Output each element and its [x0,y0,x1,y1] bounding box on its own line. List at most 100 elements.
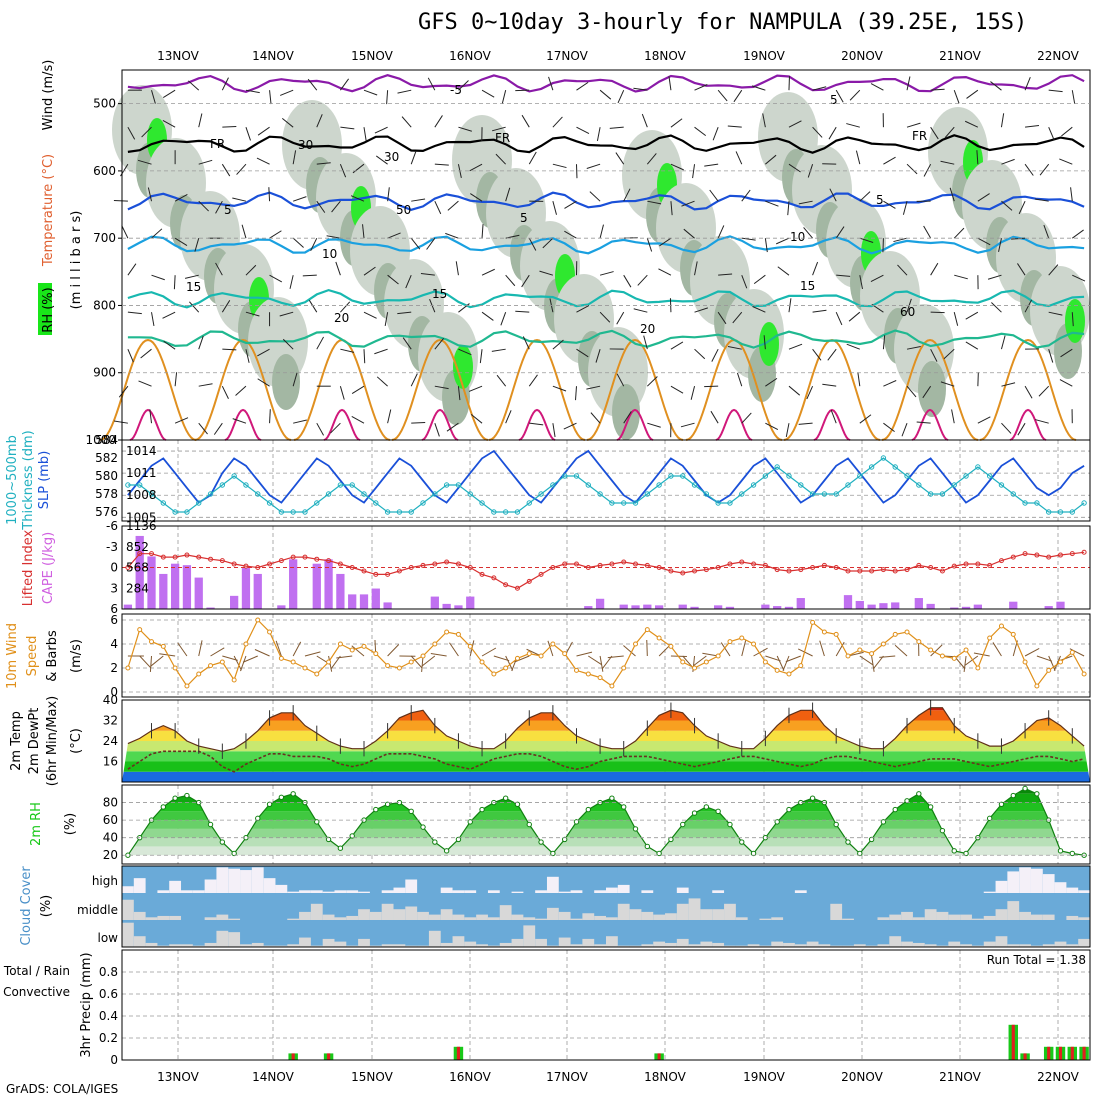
cloud-low-bar [216,930,229,947]
wind-barb [596,127,601,142]
wind-barb [803,227,813,239]
rh-marker [916,791,922,797]
cloud-middle-bar [440,909,453,920]
cloud-middle-bar [995,909,1008,920]
wind-speed-marker [998,623,1004,629]
surface-wind-barb [720,642,731,657]
cloud-low-bar [688,944,701,947]
li-marker [420,562,426,568]
wind-barb [949,187,955,202]
wind-barb [901,423,908,437]
cape-tick: 568 [126,561,149,575]
cloud-middle-bar [499,905,512,920]
cape-bar [1056,601,1065,609]
cloud-low-bar [901,941,913,947]
cloud-middle-bar [912,917,925,920]
credit-text: GrADS: COLA/IGES [6,1082,119,1096]
cloud-low-bar [487,945,500,947]
cloud-middle-bar [228,918,241,920]
wind-tick: 4 [110,637,118,651]
wind-barb [481,89,495,98]
contour-label: 15 [800,279,815,293]
slp-tick: 1011 [126,466,157,480]
surface-wind-barb [177,642,188,657]
cloud-low-bar [617,945,630,947]
surface-wind-barb [421,655,436,667]
slp-axis-label: SLP (mb) [37,451,52,510]
li-marker [290,554,296,560]
wind-barb [883,200,896,209]
cloud-high-bar [228,868,241,893]
li-marker [208,556,214,562]
cloud-low-bar [169,944,182,947]
wind-barb [704,163,719,167]
wind-barb [788,120,802,128]
wind-barb [198,200,209,212]
li-marker [727,561,733,567]
cloud-middle-bar [216,914,229,920]
wind-barb [198,335,204,350]
slp-tick: 1005 [126,510,157,524]
contour-label: -5 [450,83,462,97]
thickness-marker [148,491,155,497]
wind-barb [127,311,142,315]
cape-bar [773,606,782,609]
rh-frame [121,784,1091,865]
wind-barb [633,308,648,313]
cloud-low-bar [794,944,807,947]
contour-label: 15 [432,287,447,301]
li-marker [951,563,957,569]
rh-marker [219,839,226,845]
wind-barb [694,84,708,91]
wind-barb [401,116,412,128]
rh-marker [986,815,993,822]
wind-barb [521,274,530,288]
wind-barb [683,228,695,239]
rh-marker [951,848,957,854]
thickness-marker [231,473,237,479]
wind-barb [362,224,365,239]
li-marker [810,565,816,570]
date-label-top: 15NOV [351,49,393,63]
wind-barb [893,237,908,243]
temp-band [122,741,1090,752]
li-marker [444,559,450,565]
li-marker [562,561,568,567]
rh-marker [561,836,568,843]
wind-speed-marker [255,617,261,623]
li-marker [243,563,249,569]
wind-barb [599,89,612,100]
date-label-top: 18NOV [644,49,686,63]
rh-marker [868,836,875,843]
thickness-marker [325,491,332,497]
rh-marker [774,819,780,825]
cloud-low-bar [476,944,488,947]
surface-wind-barb [292,641,302,657]
li-marker [668,568,674,574]
wind-barb [647,200,662,205]
rh-marker [904,798,910,804]
thickness-marker [538,491,544,497]
thickness-marker [963,473,969,479]
wind-barb [552,423,556,438]
thickness-marker [502,509,509,515]
wind-barb [1071,312,1074,327]
wind-speed-label: Speed [25,636,40,677]
wind-barb [351,385,365,395]
wind-barb [798,422,813,425]
cape-bar [867,604,876,609]
li-marker [361,568,367,574]
rh-marker [349,833,355,839]
wind-barb [775,237,790,245]
pressure-tick: 600 [93,164,116,178]
cape-bar [454,605,463,609]
surface-wind-barb [964,655,979,666]
wind-barb [363,266,376,276]
wind-barb [481,268,495,276]
slp-tick: 1014 [126,444,157,458]
wind-barb [552,163,567,169]
wind-barb [694,348,706,360]
rh-tick: 80 [103,796,118,810]
wind-barb [113,199,128,202]
pressure-tick: 700 [93,231,116,245]
